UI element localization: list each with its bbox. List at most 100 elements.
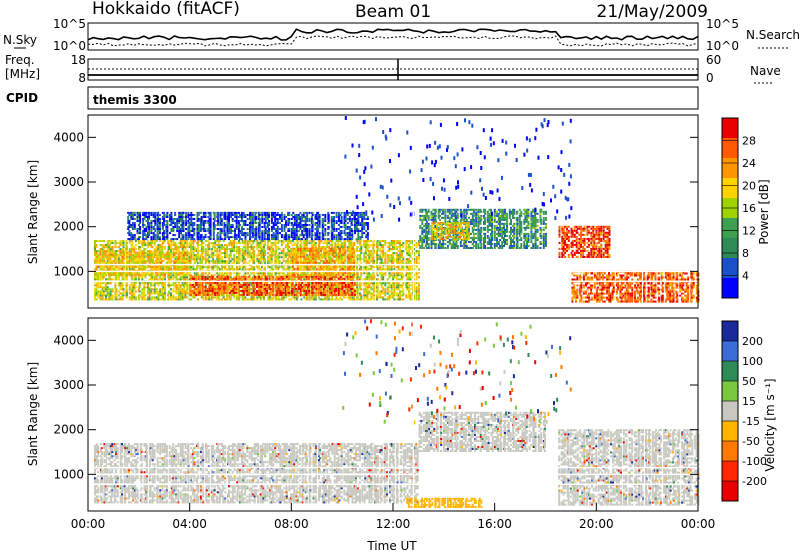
range-gate-cell: [220, 285, 223, 288]
range-gate-cell: [115, 290, 118, 293]
range-gate-cell: [174, 244, 177, 247]
range-gate-cell: [216, 277, 219, 280]
range-gate-cell: [256, 244, 259, 247]
range-gate-cell: [360, 258, 363, 261]
range-gate-cell: [395, 266, 398, 269]
range-gate-cell: [218, 275, 221, 278]
range-gate-cell: [409, 262, 412, 265]
range-gate-cell: [164, 240, 166, 243]
range-gate-cell: [94, 242, 96, 245]
range-gate-cell: [102, 246, 105, 249]
range-gate-cell: [415, 274, 418, 277]
range-gate-cell: [229, 281, 231, 284]
range-gate-cell: [350, 252, 353, 255]
range-gate-cell: [218, 254, 221, 257]
range-gate-cell: [348, 298, 351, 301]
range-gate-cell: [296, 260, 299, 263]
range-gate-cell: [192, 254, 195, 257]
range-gate-cell: [190, 266, 193, 269]
range-gate-cell: [188, 266, 191, 269]
range-gate-cell: [101, 261, 104, 264]
range-gate-cell: [109, 282, 112, 285]
range-gate-cell: [202, 298, 205, 301]
range-gate-cell: [223, 281, 226, 284]
range-gate-cell: [275, 268, 277, 271]
range-gate-cell: [141, 244, 144, 247]
range-gate-cell: [395, 272, 398, 275]
range-gate-cell: [126, 255, 129, 258]
range-gate-cell: [304, 240, 307, 243]
range-gate-cell: [200, 246, 203, 249]
range-gate-cell: [153, 254, 156, 257]
range-gate-cell: [260, 272, 263, 275]
range-gate-cell: [298, 291, 300, 294]
range-gate-cell: [335, 298, 338, 301]
range-gate-cell: [184, 296, 187, 299]
range-gate-cell: [150, 282, 153, 285]
range-gate-cell: [219, 287, 222, 290]
range-gate-cell: [270, 250, 273, 253]
range-gate-cell: [313, 285, 316, 288]
range-gate-cell: [190, 262, 193, 265]
range-gate-cell: [110, 251, 113, 254]
range-gate-cell: [344, 246, 347, 249]
range-gate-cell: [318, 242, 321, 245]
range-gate-cell: [184, 292, 187, 295]
range-gate-cell: [402, 274, 405, 277]
range-gate-cell: [242, 296, 245, 299]
range-gate-cell: [103, 259, 106, 262]
range-gate-cell: [373, 298, 376, 301]
range-gate-cell: [418, 250, 420, 253]
range-gate-cell: [280, 296, 283, 299]
range-gate-cell: [250, 258, 253, 261]
range-gate-cell: [95, 278, 98, 281]
range-gate-cell: [122, 242, 125, 245]
range-gate-cell: [253, 258, 256, 261]
range-gate-cell: [233, 248, 236, 251]
range-gate-cell: [393, 258, 396, 261]
range-gate-cell: [132, 259, 135, 262]
range-gate-cell: [94, 260, 96, 263]
range-gate-cell: [259, 254, 262, 257]
range-gate-cell: [382, 272, 385, 275]
range-gate-cell: [168, 278, 171, 281]
range-gate-cell: [363, 244, 366, 247]
range-gate-cell: [111, 240, 114, 243]
range-gate-cell: [258, 287, 260, 290]
range-gate-cell: [308, 281, 310, 284]
range-gate-cell: [260, 289, 263, 292]
range-gate-cell: [241, 288, 244, 291]
range-gate-cell: [407, 284, 410, 287]
range-gate-cell: [174, 286, 177, 289]
range-gate-cell: [200, 254, 203, 257]
range-gate-cell: [303, 283, 306, 286]
range-gate-cell: [121, 255, 124, 258]
range-gate-cell: [224, 281, 227, 284]
range-gate-cell: [206, 293, 209, 296]
range-gate-cell: [108, 248, 111, 251]
range-gate-cell: [305, 291, 308, 294]
range-gate-cell: [242, 287, 245, 290]
range-gate-cell: [299, 285, 302, 288]
range-gate-cell: [264, 260, 267, 263]
range-gate-cell: [108, 252, 111, 255]
range-gate-cell: [317, 275, 320, 278]
range-gate-cell: [133, 268, 136, 271]
range-gate-cell: [253, 254, 256, 257]
range-gate-cell: [271, 277, 274, 280]
range-gate-cell: [146, 286, 149, 289]
range-gate-cell: [208, 262, 211, 265]
range-gate-cell: [254, 277, 256, 280]
range-gate-cell: [380, 244, 383, 247]
range-gate-cell: [390, 294, 393, 297]
range-gate-cell: [333, 281, 336, 284]
range-gate-cell: [162, 268, 165, 271]
range-gate-cell: [143, 250, 146, 253]
range-gate-cell: [397, 274, 400, 277]
range-gate-cell: [136, 265, 139, 268]
range-gate-cell: [257, 258, 260, 261]
range-gate-cell: [111, 250, 114, 253]
range-gate-cell: [101, 246, 104, 249]
range-gate-cell: [179, 260, 182, 263]
range-gate-cell: [95, 246, 98, 249]
